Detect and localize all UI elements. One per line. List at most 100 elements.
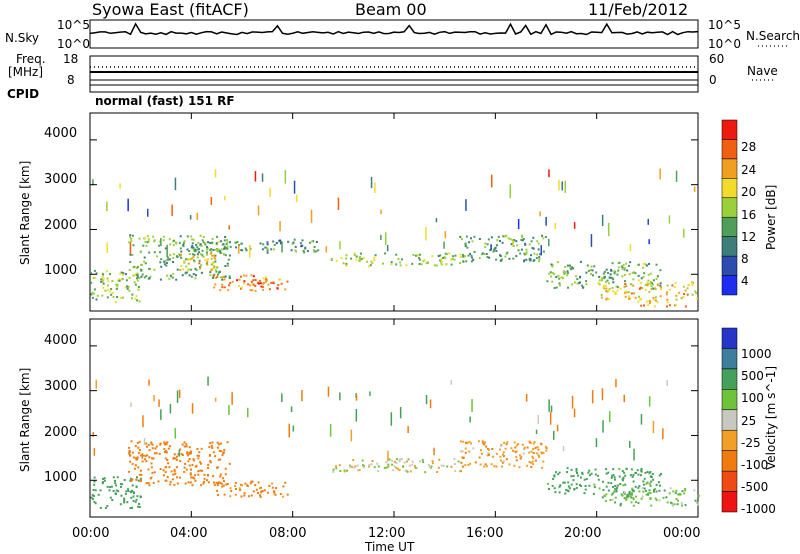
echo-cell (465, 235, 468, 238)
echo-cell (605, 280, 607, 283)
echo-cell (659, 269, 662, 272)
echo-cell (138, 237, 141, 240)
echo-cell (387, 465, 390, 468)
echo-streak (176, 390, 179, 403)
echo-cell (587, 471, 590, 474)
echo-cell (150, 442, 153, 445)
echo-cell (360, 257, 363, 260)
echo-cell (579, 476, 582, 479)
echo-cell (221, 454, 224, 457)
echo-cell (140, 454, 143, 457)
echo-cell (132, 274, 135, 277)
echo-cell (622, 484, 625, 487)
echo-cell (643, 272, 646, 275)
echo-streak (228, 405, 230, 415)
echo-streak (174, 428, 176, 439)
echo-streak (95, 379, 97, 389)
echo-cell (501, 461, 504, 464)
echo-cell (132, 244, 135, 247)
echo-cell (138, 300, 141, 303)
echo-cell (632, 498, 635, 501)
echo-cell (197, 457, 200, 460)
echo-cell (484, 463, 487, 466)
echo-cell (603, 270, 606, 273)
echo-cell (136, 442, 139, 444)
echo-cell (607, 489, 610, 492)
echo-cell (595, 271, 598, 274)
echo-cell (191, 253, 194, 256)
echo-cell (606, 297, 608, 300)
echo-cell (198, 259, 201, 262)
echo-cell (624, 474, 627, 477)
echo-cell (362, 466, 365, 469)
echo-cell (383, 466, 386, 469)
echo-cell (630, 496, 633, 499)
echo-cell (613, 270, 616, 273)
echo-cell (423, 259, 426, 262)
echo-cell (691, 284, 694, 287)
echo-cell (162, 239, 165, 242)
echo-cell (136, 279, 139, 282)
echo-cell (629, 493, 632, 496)
echo-cell (173, 483, 176, 486)
echo-cell (191, 244, 194, 247)
echo-cell (624, 282, 627, 285)
echo-cell (457, 460, 460, 463)
echo-cell (452, 255, 455, 258)
echo-streak (548, 169, 550, 178)
echo-cell (187, 460, 190, 463)
power-ytick-3000: 3000 (44, 172, 78, 187)
echo-cell (246, 485, 249, 487)
echo-streak (141, 453, 144, 459)
echo-cell (631, 476, 634, 478)
echo-cell (650, 480, 653, 483)
echo-cell (652, 478, 655, 481)
echo-cell (192, 458, 195, 461)
echo-cell (164, 450, 167, 452)
echo-streak (558, 179, 560, 191)
echo-cell (541, 466, 544, 469)
echo-cell (152, 235, 155, 238)
echo-cell (438, 458, 441, 461)
echo-cell (382, 262, 384, 265)
echo-cell (440, 261, 443, 264)
echo-cell (145, 482, 148, 485)
echo-cell (362, 257, 365, 260)
echo-cell (666, 291, 668, 294)
echo-cell (102, 481, 104, 484)
echo-cell (124, 286, 127, 289)
echo-cell (92, 495, 95, 497)
echo-cell (523, 260, 525, 263)
echo-cell (574, 281, 576, 284)
echo-cell (219, 475, 222, 478)
colorbar-segment (721, 429, 738, 451)
echo-streak (325, 246, 328, 253)
colorbar-segment (721, 178, 738, 198)
echo-cell (220, 240, 222, 243)
echo-cell (551, 265, 554, 268)
echo-cell (530, 450, 533, 453)
echo-cell (117, 490, 120, 493)
vel-ytick-2000: 2000 (44, 425, 78, 440)
echo-cell (172, 256, 175, 259)
echo-cell (588, 469, 591, 472)
echo-cell (240, 286, 243, 289)
echo-cell (130, 440, 133, 443)
echo-cell (628, 297, 631, 300)
echo-cell (219, 481, 222, 484)
vel-cbar-tick-neg500: -500 (741, 480, 769, 494)
echo-cell (353, 466, 356, 469)
echo-cell (231, 280, 234, 283)
echo-cell (611, 262, 614, 265)
echo-cell (206, 479, 208, 482)
echo-cell (625, 495, 628, 498)
echo-cell (571, 266, 573, 269)
echo-cell (499, 444, 502, 447)
echo-cell (453, 258, 456, 261)
echo-cell (152, 457, 155, 460)
echo-cell (215, 481, 218, 484)
echo-cell (166, 256, 169, 259)
echo-cell (221, 248, 223, 251)
echo-streak (292, 425, 295, 432)
echo-cell (466, 246, 469, 249)
